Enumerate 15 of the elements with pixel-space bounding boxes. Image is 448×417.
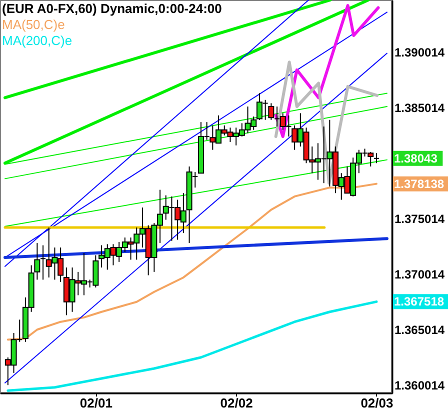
x-tick-label: 02/02: [220, 396, 253, 410]
text: 1.367518: [394, 294, 444, 309]
text: 1.38043: [394, 151, 438, 166]
x-tick-label: 02/01: [80, 396, 112, 410]
text: MA(50,C)e: [2, 17, 65, 32]
text: 1.378138: [394, 176, 444, 191]
x-tick-label: 02/03: [360, 396, 394, 410]
y-tick-label: 1.390014: [394, 46, 445, 60]
y-tick-label: 1.375014: [394, 212, 445, 226]
y-tick-label: 1.360014: [394, 378, 445, 392]
y-tick-label: 1.370014: [394, 267, 445, 282]
chart-title: (EUR A0-FX,60) Dynamic,0:00-24:00: [2, 1, 222, 16]
y-tick-label: 1.385014: [394, 101, 445, 115]
y-tick-label: 1.365014: [394, 322, 445, 337]
text: MA(200,C)e: [2, 33, 72, 48]
